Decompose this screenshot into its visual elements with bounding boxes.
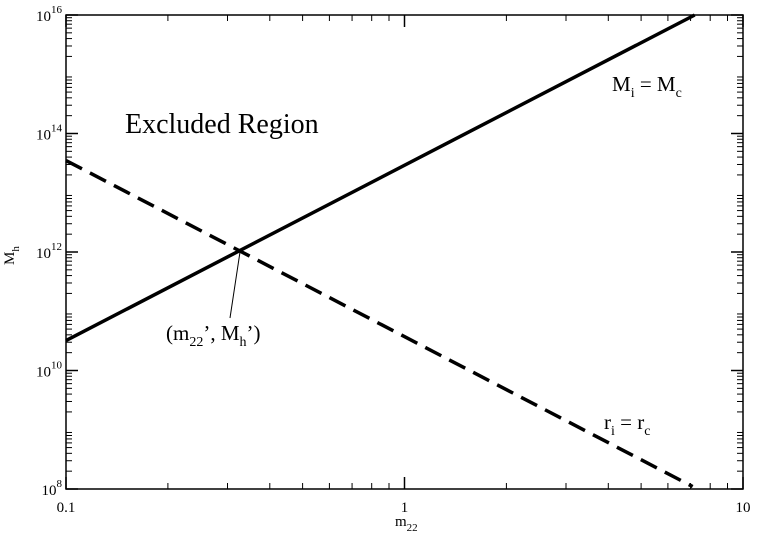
tick-exp: 10 <box>51 360 63 372</box>
tick-exp: 14 <box>51 123 63 135</box>
tick-base: 10 <box>36 128 51 144</box>
y-tick-label: 1014 <box>36 123 63 144</box>
x-tick-label: 10 <box>736 500 751 516</box>
x-tick-label: 0.1 <box>57 500 76 516</box>
y-tick-label: 1012 <box>36 241 62 262</box>
tick-base: 10 <box>36 246 51 262</box>
annotation-part: M <box>612 72 631 96</box>
tick-base: 10 <box>42 483 57 499</box>
tick-exp: 16 <box>51 4 63 16</box>
x-tick-label: 1 <box>401 500 409 516</box>
label-sub: 22 <box>407 522 418 534</box>
annotation-part: i <box>611 424 615 439</box>
annotation-part: h <box>240 335 247 350</box>
x-axis-label: m22 <box>395 514 418 534</box>
annotation-part: c <box>676 86 682 101</box>
annotation: Mi = Mc <box>612 72 682 101</box>
tick-base: 10 <box>36 365 51 381</box>
annotation-part: = r <box>615 410 644 434</box>
series-line <box>65 13 696 343</box>
leader-line <box>229 251 241 319</box>
label-base: m <box>395 514 407 530</box>
series-line <box>65 158 694 489</box>
annotation: Excluded Region <box>125 109 319 140</box>
tick-exp: 12 <box>51 241 62 253</box>
y-axis-label: Mh <box>2 246 22 265</box>
label-sub: h <box>10 246 22 252</box>
annotation-part: i <box>631 86 635 101</box>
y-tick-label: 108 <box>42 478 63 499</box>
annotation-part: r <box>604 410 611 434</box>
annotation: ri = rc <box>604 410 650 439</box>
annotation-part: ’, M <box>203 321 239 345</box>
annotation: (m22’, Mh’) <box>166 321 261 350</box>
annotation-part: c <box>644 424 650 439</box>
annotation-part: ’) <box>247 321 261 345</box>
annotation-part: 22 <box>189 335 203 350</box>
tick-base: 10 <box>36 9 51 25</box>
tick-exp: 8 <box>57 478 63 490</box>
y-tick-label: 1016 <box>36 4 63 25</box>
label-base: M <box>2 252 18 265</box>
y-tick-label: 1010 <box>36 360 63 381</box>
annotation-part: = M <box>635 72 676 96</box>
annotation-part: (m <box>166 321 189 345</box>
